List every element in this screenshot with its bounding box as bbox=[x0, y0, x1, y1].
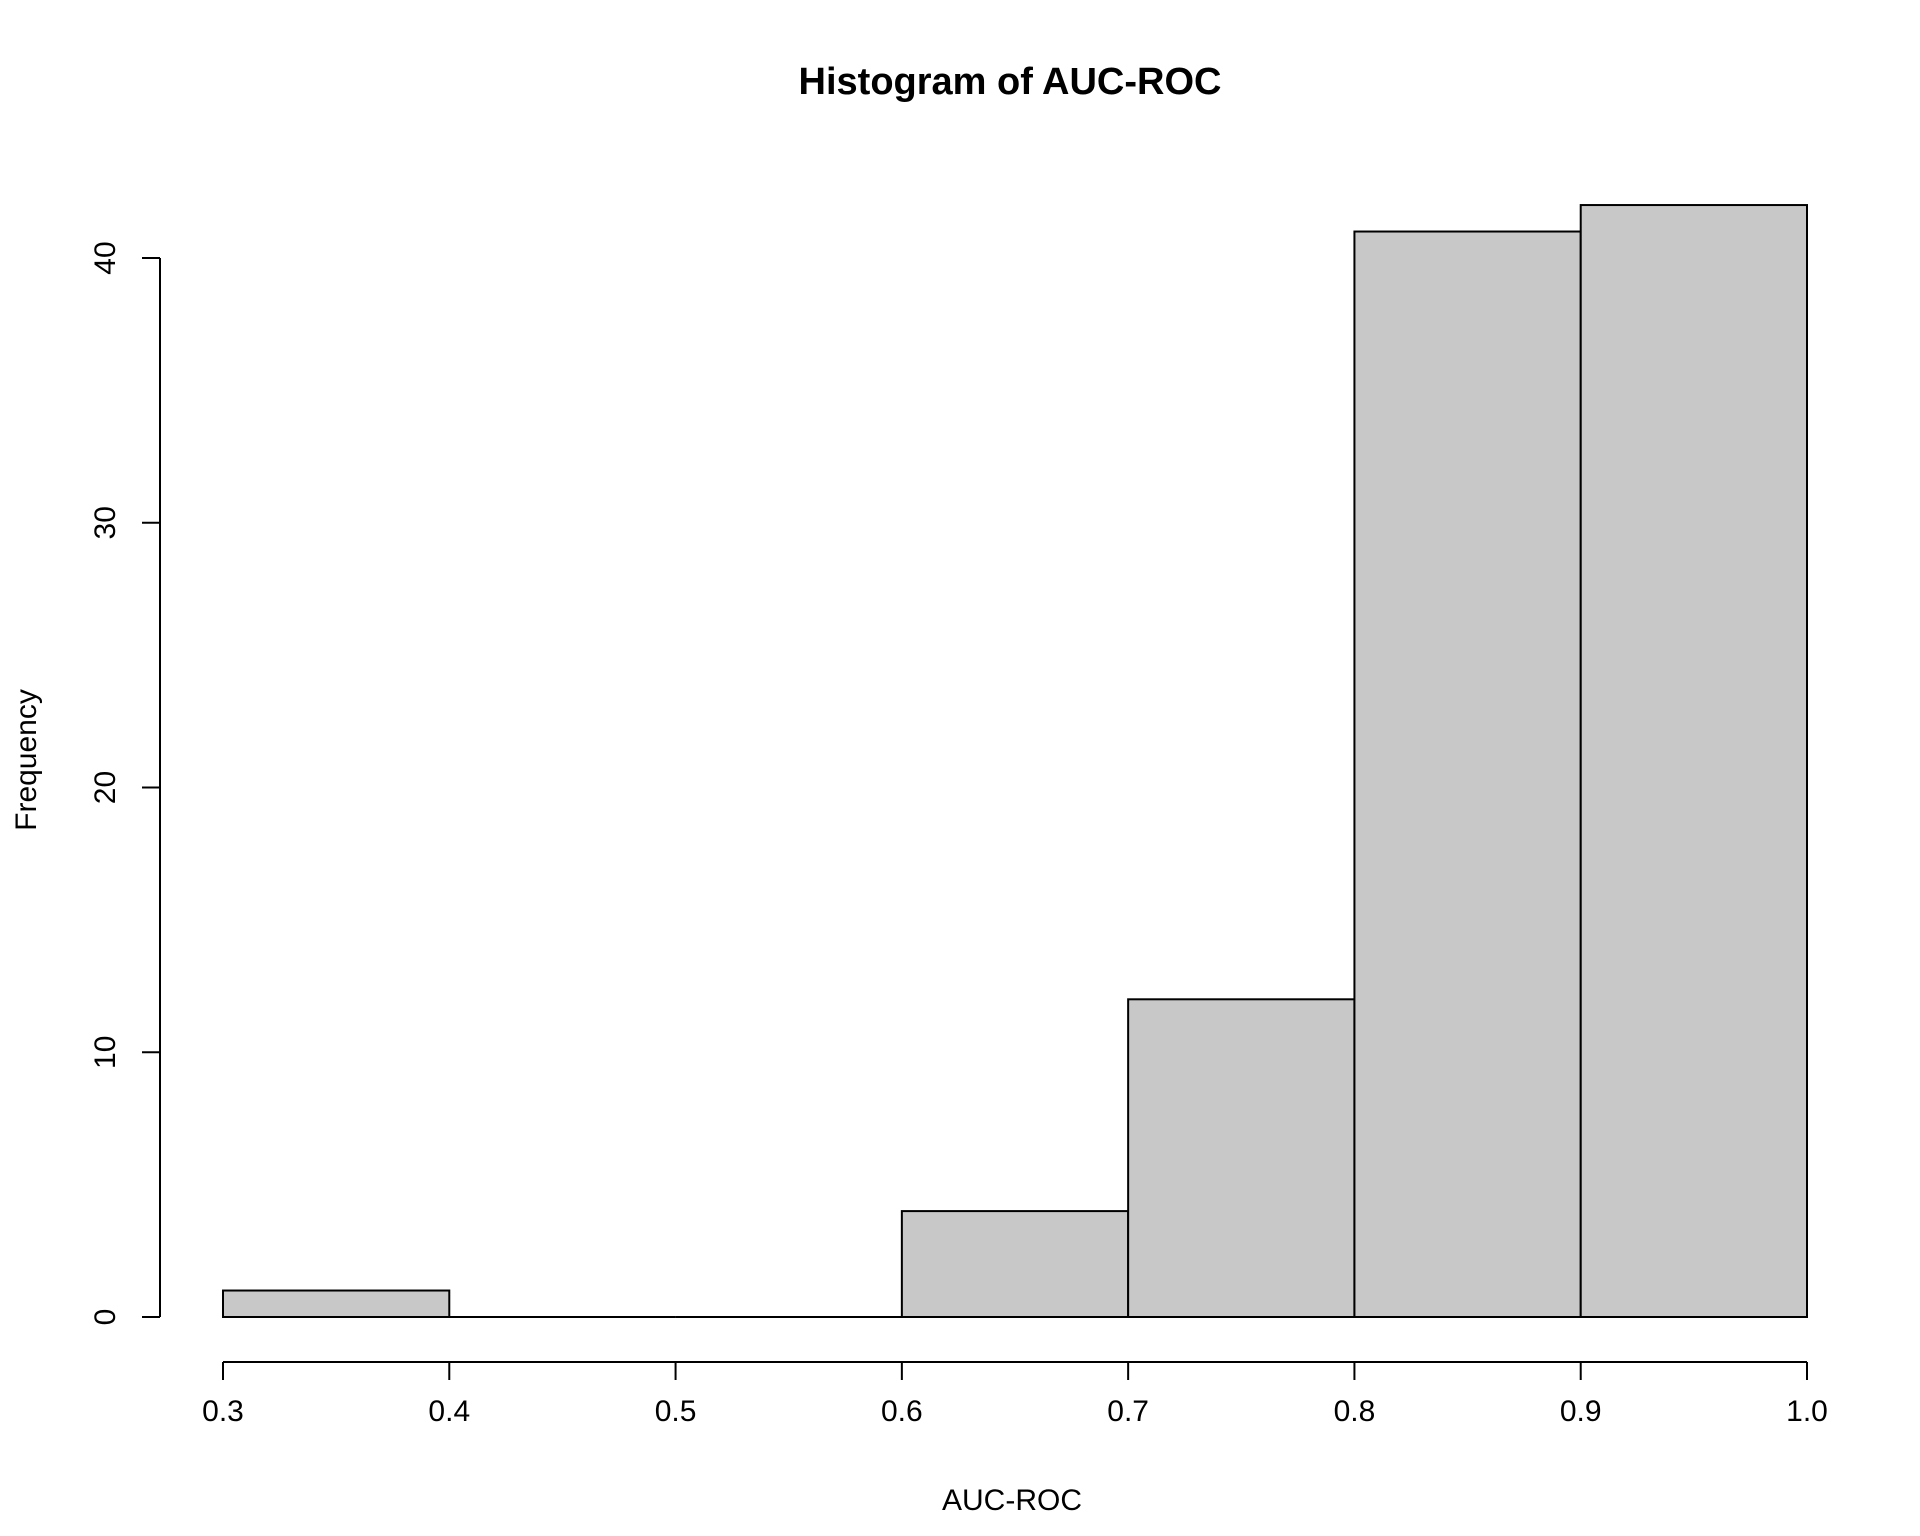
chart-title: Histogram of AUC-ROC bbox=[799, 61, 1222, 103]
histogram-bar bbox=[1353, 230, 1582, 1318]
histogram-bar bbox=[900, 1210, 1130, 1318]
x-tick-label: 0.5 bbox=[655, 1395, 697, 1428]
x-tick-label: 0.8 bbox=[1334, 1395, 1376, 1428]
x-axis-title: AUC-ROC bbox=[942, 1484, 1082, 1517]
y-tick-label: 20 bbox=[89, 771, 122, 804]
histogram-bar bbox=[1127, 998, 1356, 1318]
bars-group bbox=[222, 204, 1808, 1319]
x-tick-label: 0.9 bbox=[1560, 1395, 1602, 1428]
y-axis-title: Frequency bbox=[10, 689, 43, 831]
y-tick-label: 40 bbox=[89, 241, 122, 274]
x-tick-label: 1.0 bbox=[1786, 1395, 1828, 1428]
histogram-bar bbox=[222, 1289, 451, 1319]
y-axis: 0 10 20 30 40 bbox=[89, 241, 161, 1326]
x-tick-label: 0.6 bbox=[881, 1395, 923, 1428]
x-tick-label: 0.3 bbox=[202, 1395, 244, 1428]
y-tick-label: 10 bbox=[89, 1036, 122, 1069]
x-axis: 0.3 0.4 0.5 0.6 0.7 0.8 0.9 1.0 bbox=[202, 1361, 1828, 1428]
x-tick-label: 0.7 bbox=[1107, 1395, 1149, 1428]
y-tick-label: 0 bbox=[89, 1309, 122, 1326]
y-tick-label: 30 bbox=[89, 506, 122, 539]
x-tick-label: 0.4 bbox=[428, 1395, 470, 1428]
histogram-bar bbox=[1579, 204, 1808, 1318]
